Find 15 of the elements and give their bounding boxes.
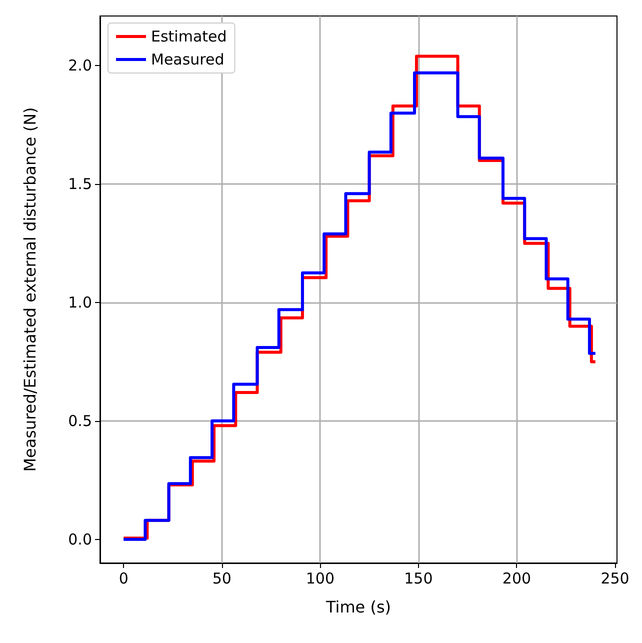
x-axis-title: Time (s) <box>324 598 392 616</box>
y-tick-label: 1.5 <box>68 175 92 194</box>
legend-label: Estimated <box>151 28 227 46</box>
y-axis-title: Measured/Estimated external disturbance (N) <box>20 107 40 472</box>
y-tick-label: 1.0 <box>68 294 92 312</box>
x-tick-label: 150 <box>404 570 433 588</box>
y-tick-label: 2.0 <box>68 56 92 75</box>
x-tick-label: 50 <box>212 570 232 588</box>
x-tick-label: 100 <box>306 570 334 588</box>
y-tick-label: 0.0 <box>68 530 92 548</box>
x-tick-label: 200 <box>502 570 532 588</box>
legend-label: Measured <box>151 50 224 68</box>
y-tick-label: 0.5 <box>68 412 92 430</box>
x-tick-label: 0 <box>118 570 128 588</box>
x-tick-label: 250 <box>600 570 630 588</box>
